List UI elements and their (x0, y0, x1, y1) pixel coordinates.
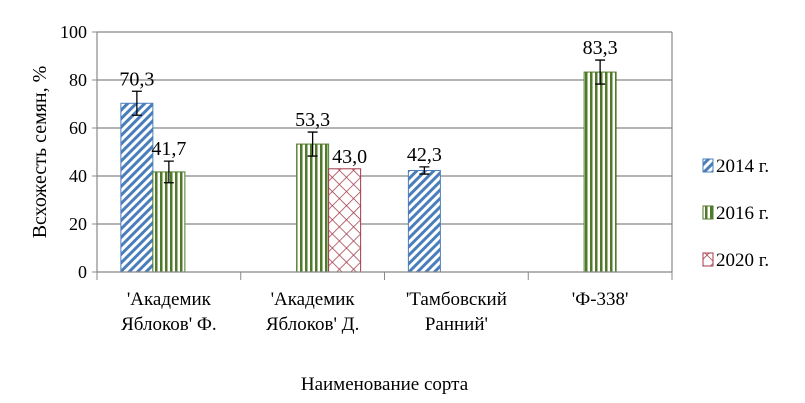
y-axis-title: Всхожесть семян, % (29, 66, 51, 239)
y-tick-label: 80 (69, 70, 87, 90)
x-tick-label: 'Академик (127, 289, 212, 310)
bar-2016 г. (296, 143, 330, 273)
y-tick-label: 0 (78, 262, 87, 282)
x-tick-label: 'Академик (271, 289, 356, 310)
data-label: 43,0 (332, 146, 367, 168)
data-label: 42,3 (407, 144, 442, 166)
legend-label: 2020 г. (716, 250, 769, 271)
legend-swatch (702, 158, 714, 173)
bar-2016 г. (583, 71, 617, 273)
axes: 0 20 40 60 80 100 'Академик Яблоков' Ф. 'Академи… (29, 22, 673, 395)
bar-2014 г. (120, 102, 154, 273)
y-tick-label: 100 (60, 22, 87, 42)
bar-2014 г. (407, 169, 441, 273)
legend-label: 2016 г. (716, 203, 769, 224)
y-tick-label: 60 (69, 118, 87, 138)
legend-swatch (702, 252, 714, 267)
x-axis-title: Наименование сорта (301, 374, 469, 395)
legend: 2014 г. 2016 г. 2020 г. (702, 156, 769, 271)
bar-2020 г. (328, 168, 362, 273)
error-bar (419, 166, 430, 175)
data-label: 70,3 (119, 68, 154, 90)
x-tick-label: Яблоков' Д. (266, 314, 359, 335)
error-bar (163, 160, 174, 184)
y-tick-label: 20 (69, 214, 87, 234)
error-bar (131, 90, 142, 116)
data-label: 41,7 (151, 138, 186, 160)
error-bar (595, 59, 606, 85)
x-tick-label: 'Ф-338' (572, 289, 629, 310)
error-bar (307, 131, 318, 157)
gridlines (97, 31, 672, 225)
legend-label: 2014 г. (716, 156, 769, 177)
x-tick-label: 'Тамбовский (406, 289, 507, 310)
data-label: 53,3 (295, 109, 330, 131)
y-tick-label: 40 (69, 166, 87, 186)
bar-2016 г. (152, 171, 186, 273)
x-tick-label: Яблоков' Ф. (121, 314, 217, 335)
bars: 70,3 41,7 53,343,0 42,3 83,3 (119, 37, 618, 273)
data-label: 83,3 (583, 37, 618, 59)
x-tick-label: Ранний' (425, 314, 488, 335)
legend-swatch (702, 205, 714, 220)
